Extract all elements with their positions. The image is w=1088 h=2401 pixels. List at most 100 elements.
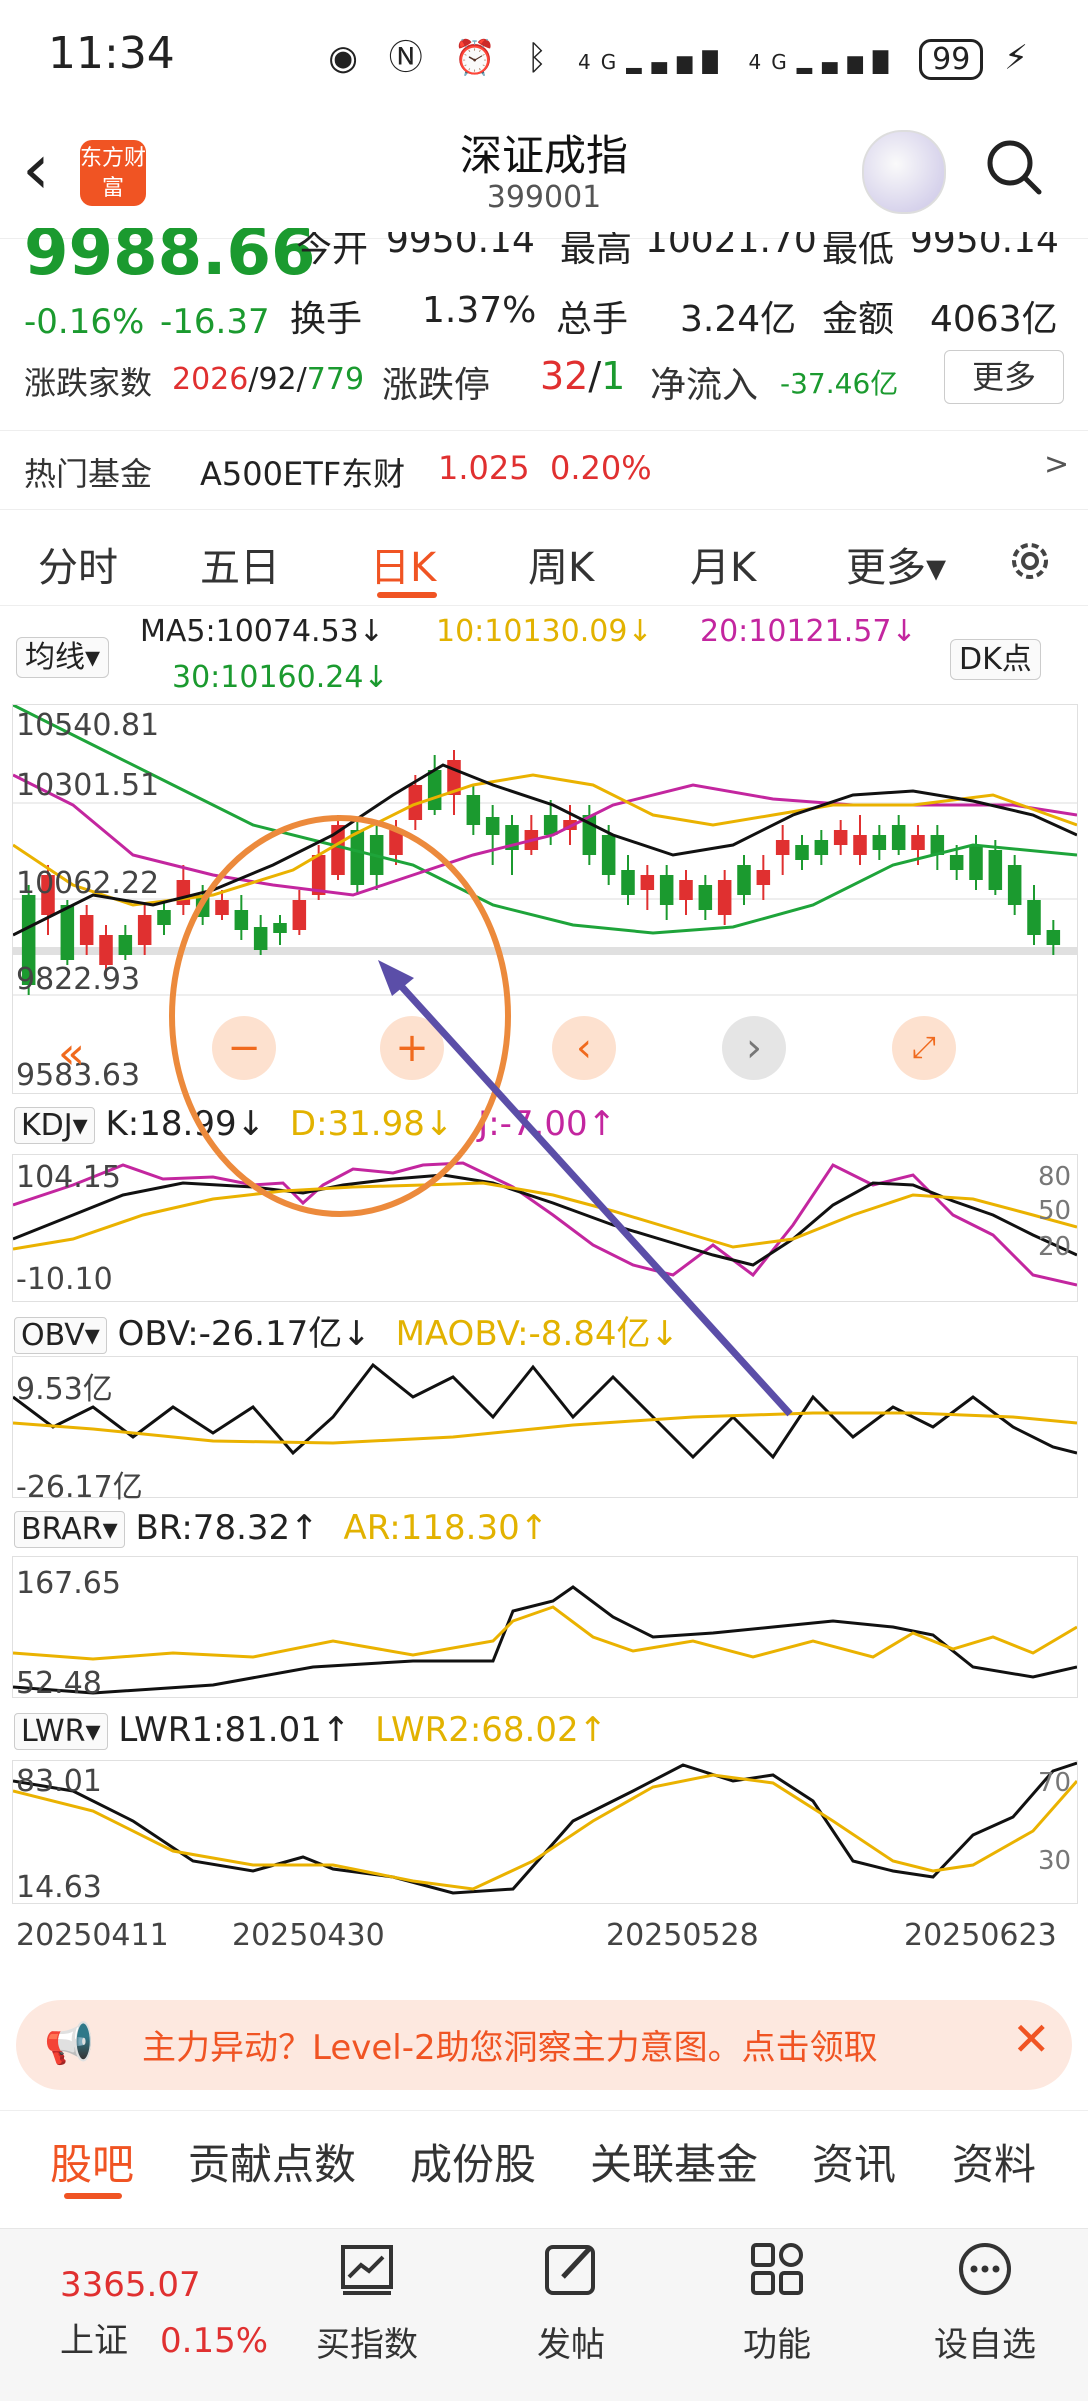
kdj-axis-top: 104.15	[16, 1160, 121, 1195]
candle-body	[640, 875, 655, 890]
ar-line	[13, 1605, 1077, 1661]
close-icon[interactable]: ✕	[1012, 2012, 1051, 2066]
lwr2-value: LWR2:68.02↑	[375, 1710, 608, 1750]
pan-right-button[interactable]: ›	[722, 1016, 786, 1080]
candle-body	[485, 817, 500, 835]
search-icon[interactable]	[985, 138, 1043, 196]
candle-body	[911, 835, 925, 850]
chevron-right-icon: >	[1044, 447, 1070, 482]
ma5-value: MA5:10074.53↓	[140, 614, 384, 649]
ma10-value: 10:10130.09↓	[436, 614, 653, 649]
hot-fund-pct: 0.20%	[550, 449, 652, 487]
volume-value: 3.24亿	[680, 299, 797, 340]
brar-select[interactable]: BRAR▾	[14, 1511, 125, 1548]
candle-body	[698, 885, 713, 910]
tab-weekly-k[interactable]: 周K	[528, 545, 595, 591]
tab-daily-k[interactable]: 日K	[370, 545, 437, 591]
pan-left-button[interactable]: ‹	[552, 1016, 616, 1080]
inflow-value: -37.46亿	[780, 367, 899, 400]
low-value: 9950.14	[910, 220, 1059, 261]
kline-axis-mid3: 9822.93	[16, 962, 141, 997]
brar-row: BRAR▾ BR:78.32↑ AR:118.30↑	[14, 1508, 548, 1548]
buy-index-button[interactable]: 买指数	[292, 2239, 442, 2366]
zoom-in-button[interactable]: +	[380, 1016, 444, 1080]
candle-body	[969, 845, 983, 880]
kdj-j: J:-7.00↑	[478, 1104, 617, 1144]
page-title: 深证成指	[459, 131, 628, 180]
date-label: 20250623	[904, 1918, 1057, 1953]
back-icon[interactable]: ‹	[22, 128, 50, 210]
candle-body	[717, 880, 732, 915]
candle-body	[137, 915, 152, 945]
high-label: 最高	[560, 229, 633, 270]
amount-value: 4063亿	[930, 299, 1058, 340]
bottom-section-tabs: 股吧 贡献点数 成份股 关联基金 资讯 资料	[0, 2110, 1088, 2211]
kdj-chart[interactable]	[12, 1154, 1078, 1302]
post-button[interactable]: 发帖	[496, 2239, 646, 2366]
candle-body	[988, 850, 1003, 890]
candle-body	[737, 865, 751, 895]
tab-profile[interactable]: 资料	[952, 2140, 1037, 2189]
lwr-axis-top: 83.01	[16, 1764, 102, 1799]
edit-pencil-icon	[545, 2245, 595, 2295]
ma30-line	[13, 705, 1077, 935]
brar-chart[interactable]	[12, 1556, 1078, 1698]
app-logo[interactable]: 东方财富	[80, 140, 146, 206]
ma-select[interactable]: 均线▾	[16, 632, 110, 678]
eye-icon: ◉	[328, 38, 368, 78]
breadth-label: 涨跌家数	[24, 364, 153, 402]
more-button[interactable]: 更多	[944, 350, 1064, 404]
zoom-out-button[interactable]: −	[212, 1016, 276, 1080]
hot-fund-row[interactable]: 热门基金 A500ETF东财 1.025 0.20% >	[0, 430, 1088, 510]
tab-more[interactable]: 更多▾	[846, 545, 947, 591]
assistant-robot-icon[interactable]	[862, 130, 946, 214]
candle-body	[157, 910, 171, 925]
brar-axis-top: 167.65	[16, 1566, 121, 1601]
tab-contribution[interactable]: 贡献点数	[188, 2140, 357, 2189]
turnover-label: 换手	[290, 299, 363, 340]
scroll-left-icon[interactable]: «	[58, 1028, 85, 1079]
lwr-select[interactable]: LWR▾	[14, 1713, 108, 1750]
tab-news[interactable]: 资讯	[812, 2140, 897, 2189]
tab-constituents[interactable]: 成份股	[410, 2140, 537, 2189]
battery-icon: 99	[919, 39, 984, 80]
lwr-chart[interactable]	[12, 1760, 1078, 1904]
charging-icon: ⚡	[1004, 38, 1038, 78]
kline-chart[interactable]	[12, 704, 1078, 1094]
turnover-value: 1.37%	[422, 290, 537, 331]
tab-guba[interactable]: 股吧	[50, 2140, 135, 2189]
candle-body	[253, 927, 268, 950]
tab-five-day[interactable]: 五日	[200, 545, 280, 591]
level2-promo-banner[interactable]: 📢 主力异动？Level-2助您洞察主力意图。点击领取 ✕	[16, 2000, 1072, 2090]
fullscreen-button[interactable]: ⤢	[892, 1016, 956, 1080]
add-watchlist-button[interactable]: 设自选	[910, 2239, 1060, 2366]
change-value: -16.37	[160, 302, 270, 342]
footer-index-value: 3365.07	[60, 2265, 201, 2305]
tab-intraday[interactable]: 分时	[38, 545, 118, 591]
kline-axis-mid2: 10062.22	[16, 866, 160, 901]
tab-monthly-k[interactable]: 月K	[690, 545, 757, 591]
kdj-select[interactable]: KDJ▾	[14, 1107, 95, 1144]
date-label: 20250528	[606, 1918, 759, 1953]
candle-body	[679, 880, 693, 900]
kdj-row: KDJ▾ K:18.99↓ D:31.98↓ J:-7.00↑	[14, 1104, 616, 1144]
settings-gear-icon[interactable]	[1004, 535, 1056, 587]
hot-fund-name: A500ETF东财	[200, 455, 406, 493]
ma30-value: 30:10160.24↓	[172, 660, 389, 695]
kdj-k: K:18.99↓	[105, 1104, 266, 1144]
grid-apps-icon	[751, 2243, 803, 2295]
dk-point-select[interactable]: DK点	[950, 634, 1041, 680]
candle-body	[659, 875, 674, 905]
hot-fund-label: 热门基金	[24, 455, 153, 493]
candle-body	[60, 905, 75, 960]
tab-related-funds[interactable]: 关联基金	[590, 2140, 759, 2189]
obv-chart[interactable]	[12, 1356, 1078, 1498]
post-label: 发帖	[537, 2325, 605, 2365]
functions-button[interactable]: 功能	[702, 2239, 852, 2366]
obv-axis-bottom: -26.17亿	[16, 1470, 143, 1505]
footer-index-quote[interactable]: 3365.07 上证 0.15%	[60, 2265, 268, 2362]
obv-select[interactable]: OBV▾	[14, 1317, 107, 1354]
header: ‹ 东方财富 深证成指 399001	[0, 110, 1088, 239]
add-watchlist-label: 设自选	[934, 2325, 1036, 2365]
footer-index-pct: 0.15%	[160, 2321, 269, 2361]
